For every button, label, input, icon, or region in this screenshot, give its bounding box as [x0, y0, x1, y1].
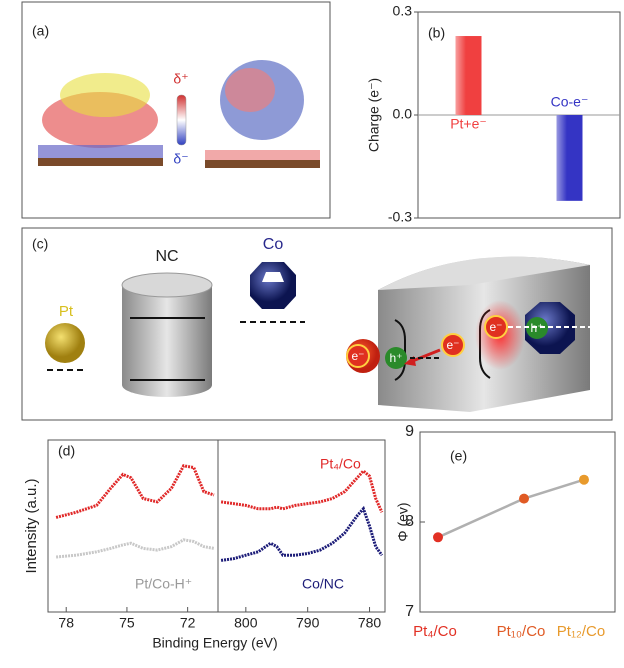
y-tick-label: 9 — [405, 423, 414, 440]
nc-top — [121, 272, 213, 298]
band-bend — [394, 319, 406, 381]
y-axis-label: Φ (ev) — [395, 502, 411, 541]
panel-label: (c) — [32, 236, 48, 252]
panel-c: (c) Pt NC Co e⁻ h⁺ e⁻ e⁻ h⁺ — [21, 227, 613, 421]
electron-label: e⁻ — [446, 338, 459, 352]
x-tick-label: 790 — [296, 615, 320, 631]
substrate — [38, 158, 163, 166]
x-tick-label: 78 — [58, 615, 74, 631]
spectrum — [220, 468, 384, 513]
color-scale — [176, 94, 187, 146]
transfer-arrow — [409, 348, 441, 364]
nc-label: NC — [155, 248, 178, 265]
y-tick-label: 8 — [405, 513, 414, 530]
x-tick-label: Pt₁₂/Co — [557, 623, 605, 640]
trend-line — [437, 478, 585, 539]
electron — [441, 333, 465, 357]
bar-label: Co-e⁻ — [551, 94, 589, 110]
electron-label: e⁻ — [351, 349, 364, 363]
axes-frame — [47, 439, 386, 613]
x-axis-label: Binding Energy (eV) — [152, 635, 277, 651]
cluster — [60, 73, 150, 117]
nc-cylinder — [122, 285, 212, 397]
x-tick-label: Pt₁₀/Co — [497, 623, 546, 640]
y-tick-label: 0.3 — [393, 3, 413, 19]
y-tick-label: 0.0 — [393, 106, 413, 122]
point — [579, 474, 589, 485]
x-tick-label: Pt₄/Co — [413, 623, 457, 640]
panel-frame — [21, 227, 613, 421]
point — [433, 532, 443, 543]
electron-label: e⁻ — [489, 320, 502, 334]
x-tick-label: 75 — [119, 615, 135, 631]
legend-label: Pt₄/Co — [320, 456, 361, 472]
co-particle — [250, 262, 296, 309]
y-tick-label: -0.3 — [388, 209, 412, 225]
panel-label: (d) — [58, 443, 75, 459]
panel-label: (a) — [32, 23, 49, 39]
spectrum — [55, 538, 215, 559]
bar-shine — [556, 115, 583, 201]
electron — [484, 315, 508, 339]
y-tick-label: 7 — [405, 603, 414, 620]
y-axis-label: Intensity (a.u.) — [23, 478, 40, 573]
hole-label: h⁺ — [389, 351, 402, 365]
spectrum — [55, 464, 215, 519]
hole-label: h⁺ — [530, 321, 543, 335]
scale-label: δ⁺ — [173, 71, 188, 87]
bar-shine — [455, 36, 482, 115]
nc-block-top — [378, 256, 590, 290]
x-tick-label: 72 — [180, 615, 196, 631]
pt-label: Pt — [59, 303, 74, 320]
legend-label: Pt/Co-H⁺ — [135, 576, 192, 592]
point — [519, 493, 529, 504]
electron — [346, 344, 370, 368]
panel-label: (b) — [428, 25, 445, 41]
pt-particle — [45, 323, 85, 363]
scale-label: δ⁻ — [173, 151, 188, 167]
legend-label: Co/NC — [302, 576, 344, 592]
bar-label: Pt+e⁻ — [450, 116, 487, 132]
x-tick-label: 800 — [234, 615, 258, 631]
y-axis-label: Charge (e⁻) — [366, 78, 382, 152]
co-label: Co — [263, 236, 284, 253]
co-facet — [262, 272, 284, 282]
x-tick-label: 780 — [358, 615, 382, 631]
panel-frame — [21, 1, 331, 219]
panel-a: (a) δ⁺ δ⁻ — [21, 1, 331, 219]
panel-label: (e) — [450, 448, 467, 464]
cluster — [225, 68, 275, 112]
spectrum — [220, 505, 384, 562]
substrate — [205, 160, 320, 168]
hole — [385, 347, 407, 369]
